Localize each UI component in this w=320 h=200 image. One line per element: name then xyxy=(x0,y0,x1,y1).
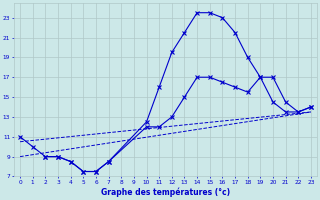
X-axis label: Graphe des températures (°c): Graphe des températures (°c) xyxy=(101,188,230,197)
